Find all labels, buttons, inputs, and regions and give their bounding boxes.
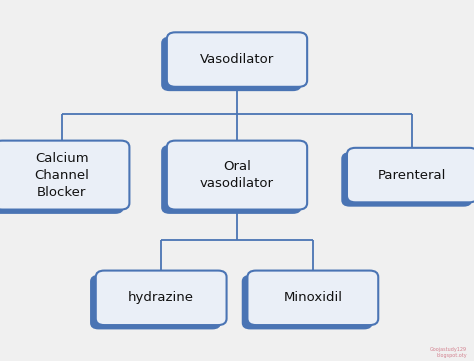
Text: Oral
vasodilator: Oral vasodilator — [200, 160, 274, 190]
FancyBboxPatch shape — [161, 145, 301, 214]
Text: hydrazine: hydrazine — [128, 291, 194, 304]
FancyBboxPatch shape — [242, 275, 373, 329]
Text: Goojastudy129
blogspot.oty: Goojastudy129 blogspot.oty — [430, 347, 467, 358]
FancyBboxPatch shape — [90, 275, 221, 329]
FancyBboxPatch shape — [247, 271, 378, 325]
Text: Calcium
Channel
Blocker: Calcium Channel Blocker — [34, 152, 89, 199]
FancyBboxPatch shape — [341, 152, 472, 206]
FancyBboxPatch shape — [347, 148, 474, 202]
FancyBboxPatch shape — [167, 140, 307, 209]
Text: Vasodilator: Vasodilator — [200, 53, 274, 66]
Text: Minoxidil: Minoxidil — [283, 291, 342, 304]
FancyBboxPatch shape — [0, 140, 129, 209]
Text: Parenteral: Parenteral — [378, 169, 447, 182]
FancyBboxPatch shape — [167, 32, 307, 87]
FancyBboxPatch shape — [0, 145, 124, 214]
FancyBboxPatch shape — [96, 271, 227, 325]
FancyBboxPatch shape — [161, 37, 301, 91]
